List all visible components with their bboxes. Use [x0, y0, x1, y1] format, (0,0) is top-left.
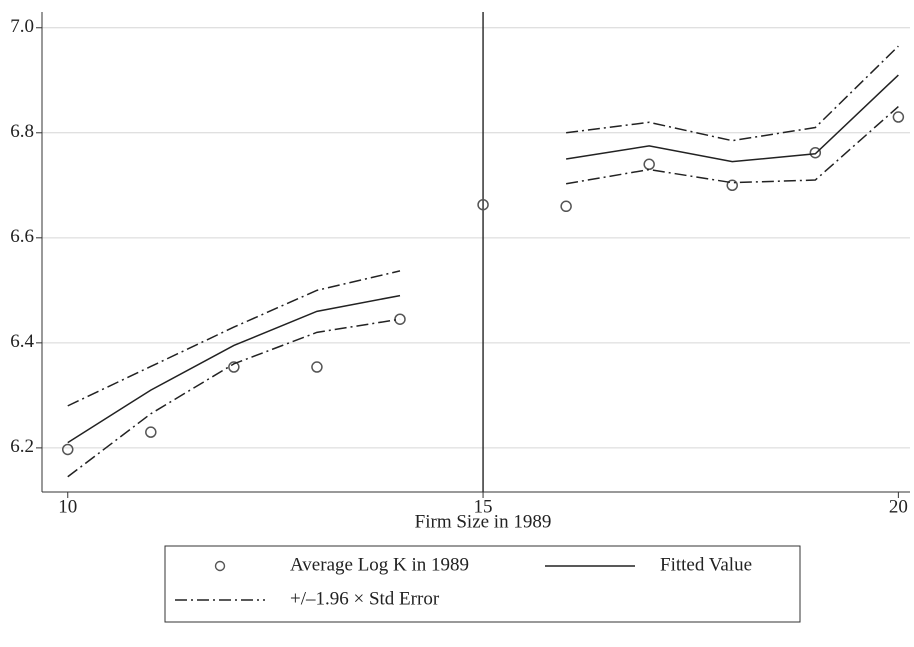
data-point	[61, 443, 74, 456]
x-tick-label: 10	[58, 496, 77, 517]
legend-symbol	[214, 560, 226, 572]
y-tick-label: 7.0	[10, 16, 34, 37]
lower-bound	[67, 105, 899, 478]
legend-label: +/–1.96 × Std Error	[290, 588, 440, 609]
legend-label: Average Log K in 1989	[290, 554, 469, 575]
y-tick-label: 6.2	[10, 436, 34, 457]
y-tick-label: 6.4	[10, 331, 34, 352]
fitted-line	[67, 74, 899, 444]
legend-box	[164, 545, 801, 623]
data-point	[726, 179, 738, 192]
x-axis-label: Firm Size in 1989	[415, 511, 552, 532]
data-point	[228, 361, 240, 373]
data-point	[145, 426, 157, 438]
y-tick-label: 6.8	[10, 121, 34, 142]
data-point	[394, 313, 406, 325]
x-tick-label: 15	[474, 496, 493, 517]
data-point	[892, 111, 905, 123]
data-point	[311, 361, 323, 373]
data-point	[809, 146, 822, 159]
legend-label: Fitted Value	[660, 554, 752, 575]
y-tick-label: 6.6	[10, 226, 34, 247]
data-point	[477, 198, 489, 211]
x-tick-label: 20	[889, 496, 908, 517]
data-point	[560, 200, 572, 213]
data-point	[643, 158, 655, 171]
upper-bound	[67, 45, 899, 407]
